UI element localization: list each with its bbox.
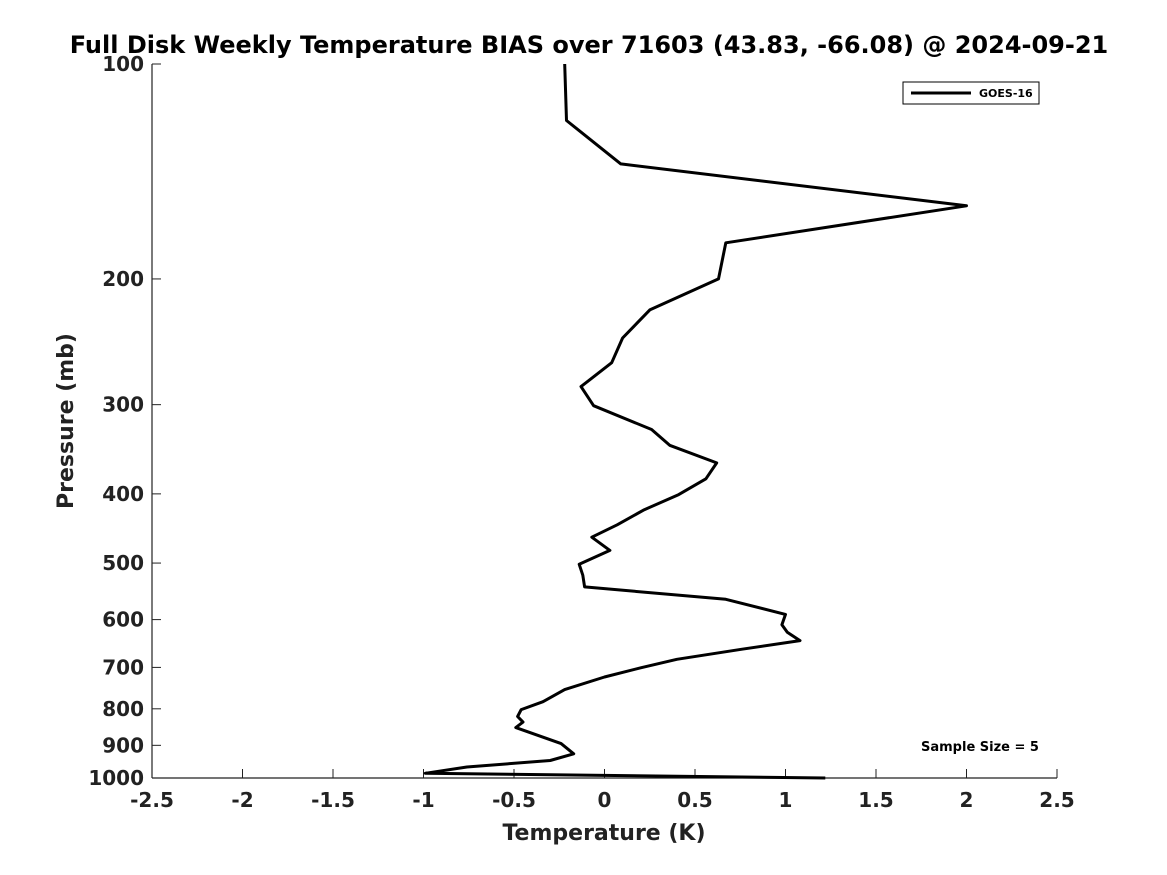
x-tick-label: 1 (779, 788, 793, 812)
chart-title: Full Disk Weekly Temperature BIAS over 7… (70, 31, 1109, 59)
y-tick-label: 600 (102, 608, 144, 632)
x-tick-label: -2 (231, 788, 253, 812)
y-tick-label: 500 (102, 551, 144, 575)
sample-size-annotation: Sample Size = 5 (921, 740, 1039, 755)
x-tick-label: -2.5 (130, 788, 174, 812)
x-tick-label: 0.5 (677, 788, 712, 812)
x-tick-label: 0 (598, 788, 612, 812)
x-tick-label: 1.5 (858, 788, 893, 812)
y-tick-label: 1000 (88, 766, 144, 790)
legend: GOES-16 (902, 81, 1040, 105)
x-axis-label: Temperature (K) (502, 821, 705, 846)
y-tick-label: 800 (102, 697, 144, 721)
y-tick-label: 900 (102, 733, 144, 757)
x-tick-label: -1.5 (311, 788, 355, 812)
y-tick-label: 100 (102, 52, 144, 76)
x-tick-label: 2.5 (1039, 788, 1074, 812)
legend-entry-goes16: GOES-16 (979, 87, 1033, 100)
y-axis-label: Pressure (mb) (54, 333, 79, 509)
y-tick-label: 300 (102, 393, 144, 417)
series-line-goes16 (423, 63, 968, 780)
x-tick-label: -1 (412, 788, 434, 812)
y-tick-label: 400 (102, 482, 144, 506)
x-tick-label: 2 (960, 788, 974, 812)
x-axis-ticks: -2.5 -2 -1.5 -1 -0.5 0 0.5 1 1.5 2 2.5 (130, 769, 1075, 812)
y-tick-label: 200 (102, 267, 144, 291)
x-tick-label: -0.5 (492, 788, 536, 812)
y-tick-label: 700 (102, 655, 144, 679)
y-axis-ticks: 100 200 300 400 500 600 700 800 900 1000 (88, 52, 161, 790)
